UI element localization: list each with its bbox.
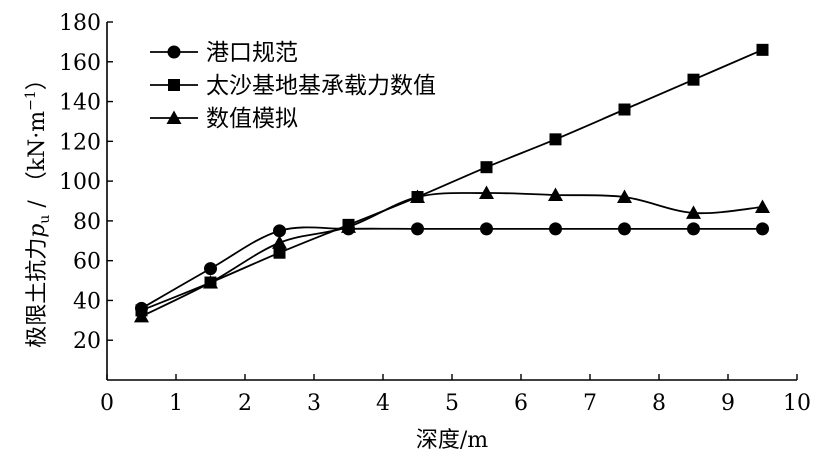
data-point-circle: [480, 222, 493, 236]
y-tick-label: 140: [59, 91, 101, 116]
data-point-circle: [687, 222, 700, 236]
legend-item: 太沙基地基承载力数值: [150, 73, 436, 99]
y-tick-label: 100: [59, 170, 101, 195]
legend-label: 数值模拟: [206, 106, 298, 132]
data-point-circle: [411, 222, 424, 236]
x-tick-label: 1: [169, 391, 183, 416]
y-tick-label: 180: [59, 11, 101, 36]
data-point-square: [273, 246, 286, 259]
tick-labels: 0 1 2 3 4 5 6 7 8 9 10 20 40 60 80 100 120 140 160 180: [59, 11, 811, 416]
series-line-triangle: [141, 192, 763, 318]
x-tick-label: 4: [376, 391, 390, 416]
data-point-square: [549, 133, 562, 146]
y-axis-title-symbol: p: [25, 224, 50, 238]
data-point-triangle: [203, 275, 218, 289]
y-axis-title-slash: /: [25, 193, 50, 214]
data-point-circle: [618, 222, 631, 236]
legend-marker-circle: [167, 45, 181, 59]
x-tick-label: 10: [783, 391, 811, 416]
legend-marker-square: [168, 79, 180, 91]
y-axis-title-unit-close: ）: [25, 68, 50, 90]
series-line-circle: [141, 226, 763, 310]
legend-item: 港口规范: [150, 40, 298, 66]
y-tick-label: 60: [73, 250, 101, 275]
data-point-circle: [204, 262, 217, 276]
x-tick-label: 7: [583, 391, 597, 416]
legend-label: 太沙基地基承载力数值: [206, 73, 436, 99]
y-axis-title-unit-exp: −1: [23, 90, 39, 111]
data-point-square: [480, 161, 493, 174]
data-point-circle: [273, 224, 286, 238]
data-point-triangle: [617, 189, 632, 204]
x-axis-title: 深度/m: [416, 428, 488, 453]
y-axis-title-prefix: 极限土抗力: [25, 238, 50, 348]
series-layer: [134, 43, 770, 323]
data-point-triangle: [755, 199, 770, 213]
y-axis-title-unit-open: （kN·m: [25, 111, 50, 194]
data-point-triangle: [479, 185, 494, 200]
data-point-square: [687, 73, 700, 86]
data-point-triangle: [410, 189, 425, 204]
x-tick-label: 8: [652, 391, 666, 416]
y-tick-label: 160: [59, 51, 101, 76]
svg-text:极限土抗力pu / （kN·m−1）: 极限土抗力pu / （kN·m−1）: [23, 68, 53, 348]
series-triangle: [134, 185, 770, 323]
series-line-square: [141, 49, 763, 312]
y-tick-label: 120: [59, 130, 101, 155]
x-tick-label: 2: [238, 391, 252, 416]
y-axis-title-subscript: u: [37, 215, 53, 224]
y-axis-title: 极限土抗力pu / （kN·m−1）: [23, 68, 53, 348]
series-circle: [135, 222, 769, 315]
y-tick-label: 80: [73, 210, 101, 235]
data-point-circle: [756, 222, 769, 236]
data-point-triangle: [134, 308, 149, 323]
data-point-square: [618, 103, 631, 116]
y-tick-label: 40: [73, 289, 101, 314]
x-tick-label: 0: [100, 391, 114, 416]
data-point-triangle: [686, 205, 701, 219]
data-point-square: [756, 43, 769, 56]
legend-marker-triangle: [166, 110, 182, 124]
data-point-triangle: [341, 219, 356, 233]
x-tick-label: 3: [307, 391, 321, 416]
legend-label: 港口规范: [206, 40, 298, 66]
x-tick-label: 5: [445, 391, 459, 416]
x-tick-label: 6: [514, 391, 528, 416]
tick-marks: [106, 21, 798, 380]
x-tick-label: 9: [721, 391, 735, 416]
data-point-circle: [549, 222, 562, 236]
legend-item: 数值模拟: [150, 106, 298, 132]
data-point-triangle: [272, 235, 287, 249]
data-point-triangle: [548, 187, 563, 202]
y-tick-label: 20: [73, 329, 101, 354]
